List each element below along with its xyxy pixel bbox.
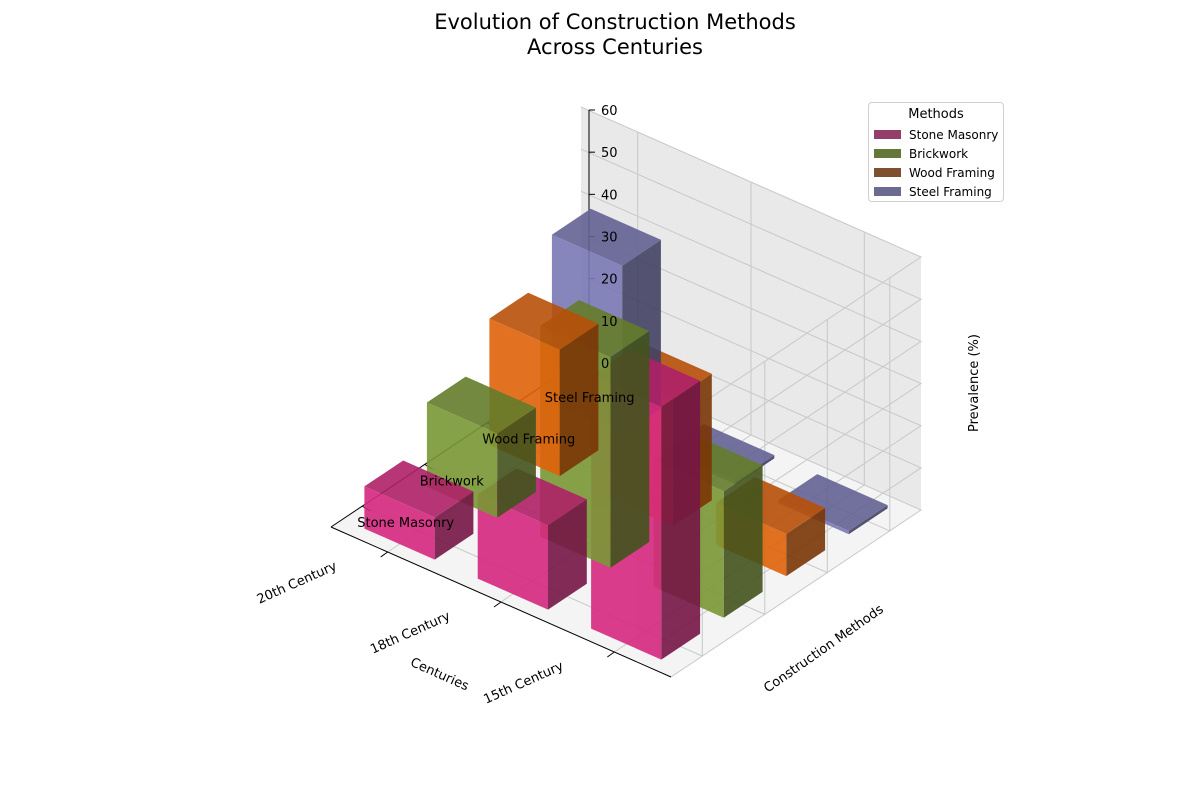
z-tick-label-10: 10 xyxy=(601,315,618,330)
z-tick-label-40: 40 xyxy=(601,188,618,203)
bar-top-face xyxy=(551,208,661,266)
bar-side-face xyxy=(848,505,888,535)
bar-side-face xyxy=(610,331,650,568)
legend-label: Stone Masonry xyxy=(909,127,999,142)
bar-front-face xyxy=(477,494,548,610)
bar-top-face xyxy=(364,460,474,518)
z-tick-label-50: 50 xyxy=(601,146,618,161)
z-tick-label-20: 20 xyxy=(601,273,618,288)
legend-swatch xyxy=(874,187,901,196)
y-tick-label-steel-framing: Steel Framing xyxy=(545,391,635,406)
z-tick-label-30: 30 xyxy=(601,231,618,246)
x-tick xyxy=(380,551,388,558)
bar-top-face xyxy=(778,474,888,531)
bar-side-face xyxy=(661,380,701,660)
y-tick-label-brickwork: Brickwork xyxy=(420,474,484,489)
z-tick-label-60: 60 xyxy=(601,104,618,119)
bar-side-face xyxy=(497,407,536,518)
legend-title: Methods xyxy=(908,107,964,122)
x-tick-label-18th-century: 18th Century xyxy=(368,609,453,658)
x-tick-label-15th-century: 15th Century xyxy=(482,659,567,708)
chart-title: Evolution of Construction Methods Across… xyxy=(434,10,796,59)
y-axis-title: Construction Methods xyxy=(761,602,886,696)
x-tick xyxy=(493,601,502,608)
legend-item-steel-framing: Steel Framing xyxy=(869,182,1003,201)
z-tick-label-0: 0 xyxy=(601,357,609,372)
legend-swatch xyxy=(874,149,901,158)
legend-label: Wood Framing xyxy=(909,165,995,180)
legend: Methods Stone Masonry Brickwork Wood Frami… xyxy=(868,102,1004,202)
legend-item-wood-framing: Wood Framing xyxy=(869,163,1003,182)
bar-top-face xyxy=(426,376,536,434)
bars xyxy=(364,208,888,660)
legend-label: Brickwork xyxy=(909,146,969,161)
legend-swatch xyxy=(874,130,901,139)
bar-stone-masonry-20th-century xyxy=(364,460,474,560)
bar-top-face xyxy=(489,292,599,350)
x-tick-label-20th-century: 20th Century xyxy=(255,559,340,608)
legend-item-brickwork: Brickwork xyxy=(869,144,1003,163)
x-axis-title: Centuries xyxy=(408,655,471,694)
bar-side-face xyxy=(723,465,763,618)
y-tick-label-stone-masonry: Stone Masonry xyxy=(357,516,454,531)
legend-item-stone-masonry: Stone Masonry xyxy=(869,125,1003,144)
legend-swatch xyxy=(874,168,901,177)
z-gridline xyxy=(580,148,923,467)
bar-stone-masonry-18th-century xyxy=(477,468,587,610)
bar-side-face xyxy=(548,499,587,610)
z-gridline xyxy=(580,106,923,425)
y-tick-label-wood-framing: Wood Framing xyxy=(482,433,575,448)
x-tick xyxy=(607,651,615,658)
bar-side-face xyxy=(786,508,826,577)
legend-label: Steel Framing xyxy=(909,184,992,199)
bar-front-face xyxy=(364,486,435,560)
bar-side-face xyxy=(559,323,599,477)
bar-side-face xyxy=(434,491,474,560)
z-axis-title: Prevalence (%) xyxy=(967,334,982,432)
